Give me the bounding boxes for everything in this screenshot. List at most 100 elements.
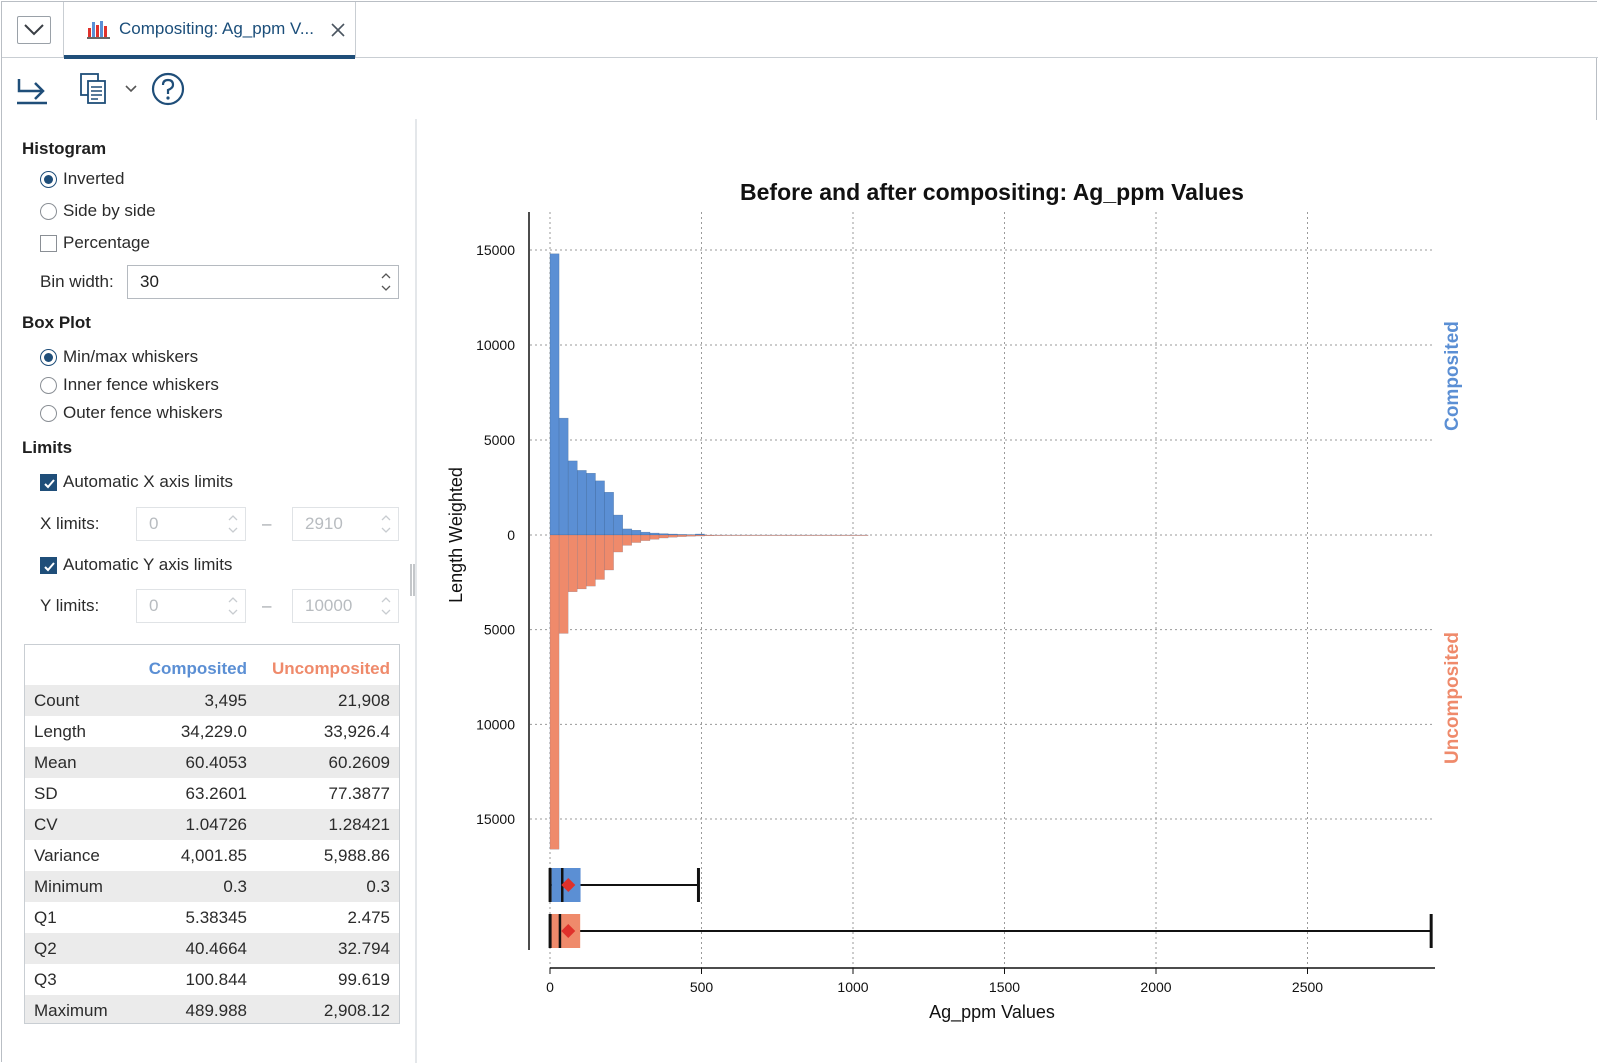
checkbox[interactable] [40,234,57,252]
export-arrow-icon [17,79,47,105]
radio-side-by-side[interactable]: Side by side [40,200,156,222]
uncomposited-bar [577,534,587,590]
radio-button[interactable] [40,170,57,188]
toolbar [2,59,1598,119]
uncomposited-bar [677,534,687,537]
row-label: Mean [34,753,77,772]
uncomposited-bar [695,534,705,537]
table-row: Length 34,229.0 33,926.4 [25,716,399,747]
checkbox-percentage[interactable]: Percentage [40,232,150,254]
composited-value: 60.4053 [185,753,247,772]
uncomposited-bar [722,534,732,536]
panel-splitter[interactable] [415,119,417,1063]
checkbox-auto-y-limits[interactable]: Automatic Y axis limits [40,554,232,576]
composited-value: 4,001.85 [180,846,247,865]
checkbox-label: Automatic Y axis limits [63,555,233,574]
row-label: Q3 [34,970,57,989]
table-row: Q2 40.4664 32.794 [25,933,399,964]
tab-compositing[interactable]: Compositing: Ag_ppm V... [63,2,356,59]
radio-inverted[interactable]: Inverted [40,168,124,190]
bin-width-label: Bin width: [40,272,114,291]
radio-inner-fence-whiskers[interactable]: Inner fence whiskers [40,374,219,396]
uncomposited-value: 0.3 [366,877,390,896]
y-tick-label: 5000 [484,622,515,638]
uncomposited-value: 99.619 [338,970,390,989]
uncomposited-bar [849,534,860,536]
close-icon[interactable] [330,22,346,38]
x-min-input[interactable]: 0 [136,507,246,541]
row-label: Count [34,691,80,710]
uncomposited-bar [649,534,660,540]
y-min-input[interactable]: 0 [136,589,246,623]
uncomposited-bar [613,534,623,553]
checkbox[interactable] [40,556,57,574]
composited-bar [640,531,651,536]
spin-arrows-icon[interactable] [380,270,392,294]
uncomposited-bar [704,534,714,537]
composited-bar [567,460,578,536]
radio-min-max-whiskers[interactable]: Min/max whiskers [40,346,198,368]
uncomposited-bar [740,534,751,536]
uncomposited-bar [858,534,869,536]
x-tick-label: 1500 [989,979,1020,995]
checkbox-label: Automatic X axis limits [63,472,234,491]
composited-bar [604,492,614,536]
table-row: CV 1.04726 1.28421 [25,809,399,840]
export-button[interactable] [13,69,53,109]
composited-bar [649,532,660,536]
x-min-value: 0 [149,514,159,533]
tab-list-dropdown-button[interactable] [17,16,51,44]
y-axis-label: Length Weighted [446,467,466,603]
uncomposited-bar [549,534,560,850]
uncomposited-bar [668,534,678,538]
radio-button[interactable] [40,376,57,394]
splitter-grip-icon[interactable] [410,564,415,596]
radio-label: Min/max whiskers [63,347,199,366]
copy-options-dropdown[interactable] [120,69,142,109]
x-max-input[interactable]: 2910 [292,507,399,541]
copy-icon [80,73,106,104]
checkbox-auto-x-limits[interactable]: Automatic X axis limits [40,471,233,493]
radio-label: Outer fence whiskers [63,403,223,422]
table-row: Variance 4,001.85 5,988.86 [25,840,399,871]
composited-bar [549,253,560,536]
composited-value: 5.38345 [185,908,247,927]
uncomposited-value: 32.794 [338,939,390,958]
radio-button[interactable] [40,404,57,422]
y-max-input[interactable]: 10000 [292,589,399,623]
radio-button[interactable] [40,202,57,220]
y-max-value: 10000 [305,596,353,615]
range-dash: – [262,596,272,615]
composited-bar [577,470,587,536]
statistics-table-header: Composited Uncomposited [25,645,399,685]
options-panel: Histogram Inverted Side by side Percenta… [2,119,415,1063]
x-tick-label: 1000 [837,979,868,995]
copy-button[interactable] [74,69,114,109]
radio-label: Side by side [63,201,156,220]
uncomposited-bar [604,534,614,571]
uncomposited-value: 21,908 [338,691,390,710]
composited-bar [631,530,642,536]
y-tick-label: 15000 [476,242,515,258]
uncomposited-value: 5,988.86 [323,846,390,865]
spin-arrows-icon [228,515,238,533]
bin-width-input[interactable]: 30 [127,265,399,299]
radio-button[interactable] [40,348,57,366]
composited-bar [622,528,633,536]
uncomposited-bar [777,534,787,536]
composited-bar [558,417,569,536]
help-icon [151,72,185,106]
composited-bar [613,514,623,536]
radio-outer-fence-whiskers[interactable]: Outer fence whiskers [40,402,223,424]
table-row: Minimum 0.3 0.3 [25,871,399,902]
uncomposited-value: 77.3877 [328,784,390,803]
tab-bar: Compositing: Ag_ppm V... [2,2,1598,59]
row-label: Variance [34,846,100,865]
help-button[interactable] [148,69,188,109]
spin-arrows-icon [228,597,238,615]
uncomposited-bar [658,534,669,539]
active-tab-indicator [64,55,355,59]
row-label: Q2 [34,939,57,958]
checkbox[interactable] [40,473,57,491]
